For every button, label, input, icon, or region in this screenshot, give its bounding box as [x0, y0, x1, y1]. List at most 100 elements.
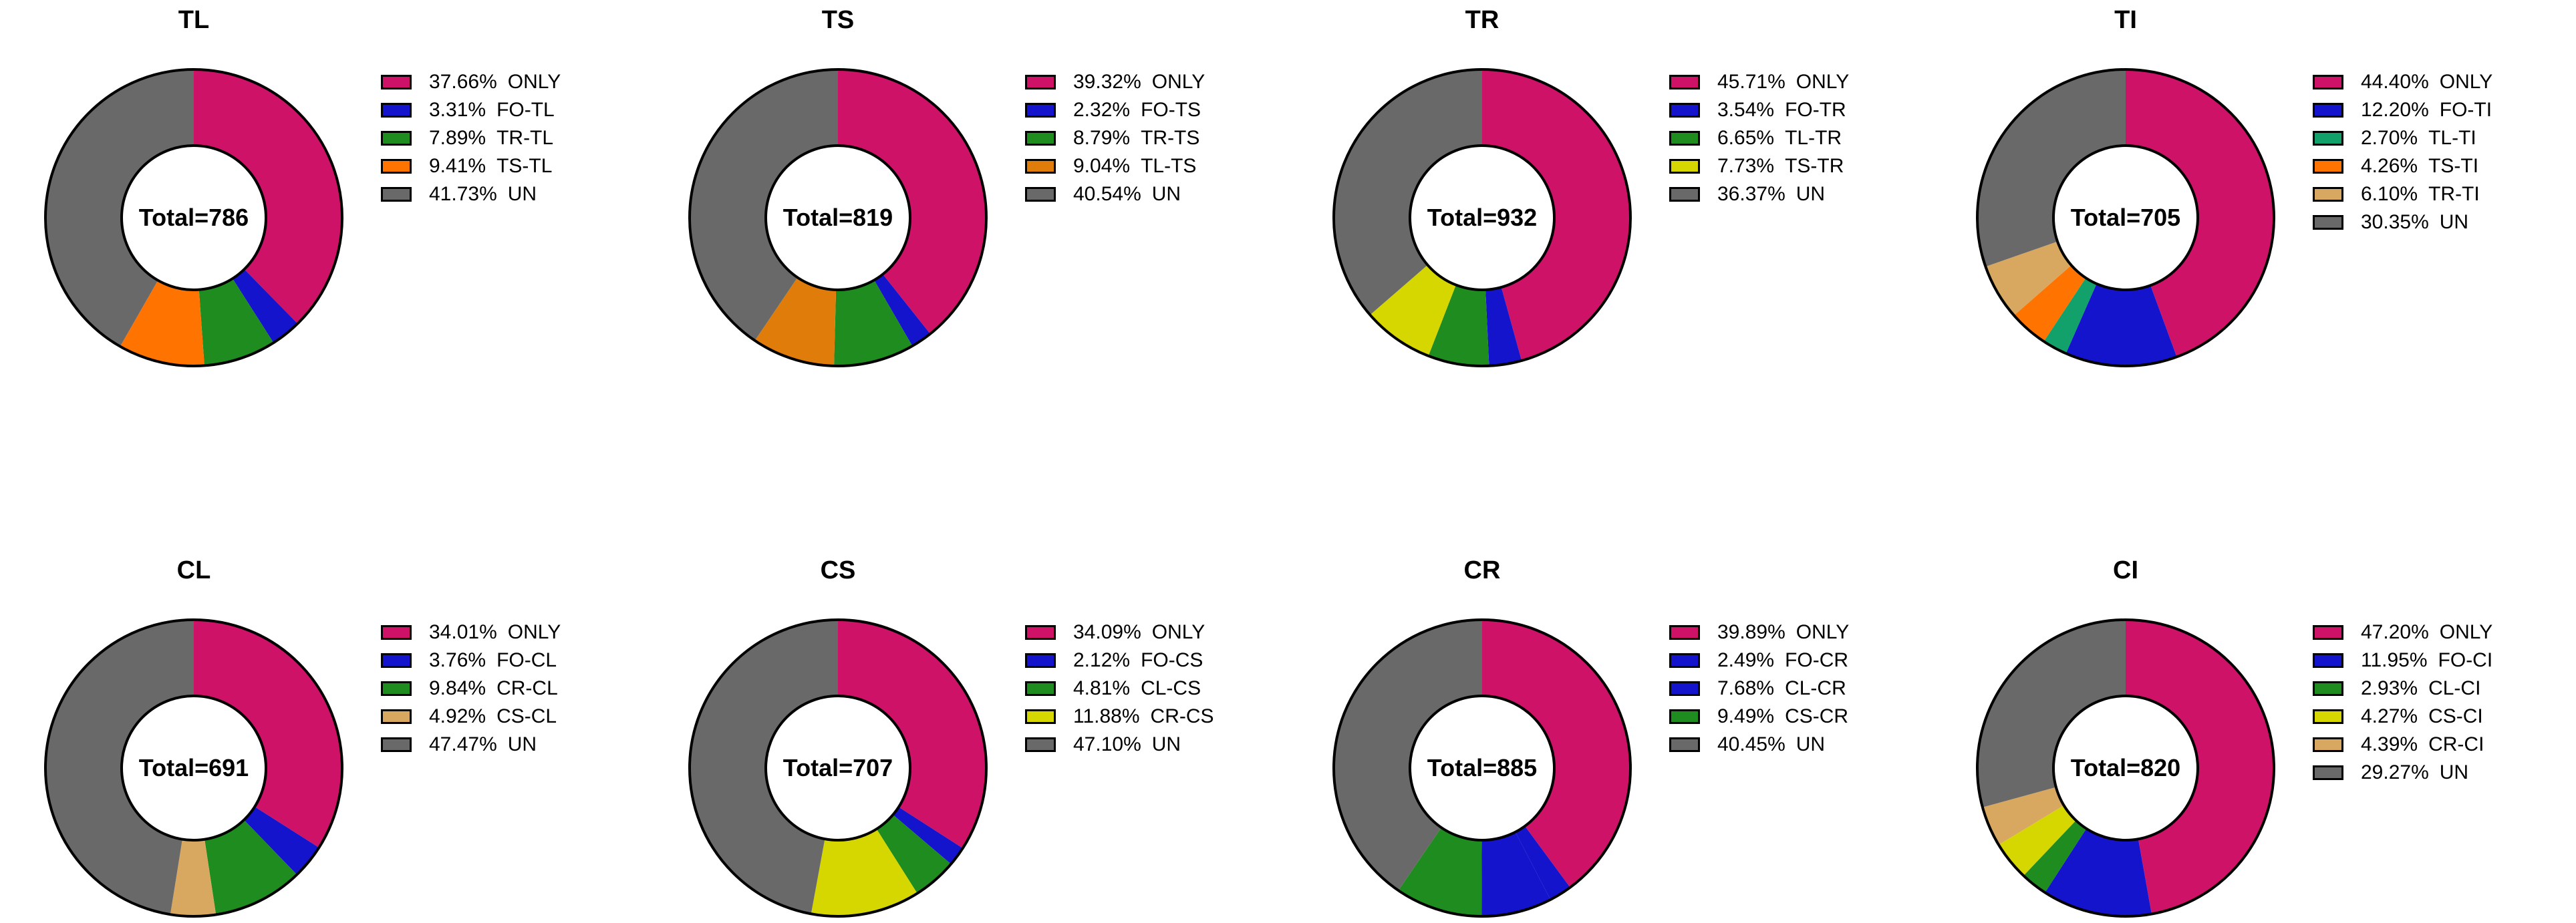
legend-item: 30.35% UN	[2313, 208, 2492, 236]
legend-item: 3.54% FO-TR	[1669, 96, 1849, 124]
legend-entry-text: 3.76% FO-CL	[429, 649, 557, 672]
legend-label: CR-CL	[496, 677, 558, 699]
pie-slice-CR-CI	[1982, 787, 2064, 845]
legend-entry-text: 2.49% FO-CR	[1717, 649, 1848, 672]
legend-percent: 47.10%	[1073, 733, 1141, 755]
pie-slice-CS-CL	[170, 839, 217, 916]
legend-swatch-FO-CI	[2313, 653, 2343, 668]
pie-slice-UN	[1333, 620, 1482, 891]
legend-item: 41.73% UN	[381, 180, 561, 208]
chart-title: TL	[178, 6, 210, 34]
legend-swatch-FO-TI	[2313, 103, 2343, 118]
donut-chart	[688, 618, 988, 918]
pie-chart-cell-TI: TI Total=705 44.40% ONLY 12.20% FO-TI 2.70% TL-…	[1932, 4, 2576, 373]
legend-entry-text: 12.20% FO-TI	[2361, 99, 2492, 122]
donut-outer-ring	[1976, 68, 2275, 367]
legend-swatch-ONLY	[1025, 625, 1056, 640]
legend-swatch-CR-CS	[1025, 709, 1056, 724]
pie-slice-CL-CS	[876, 814, 952, 894]
legend-entry-text: 4.81% CL-CS	[1073, 677, 1201, 700]
legend-label: ONLY	[1151, 621, 1205, 643]
pie-slice-ONLY	[1482, 620, 1631, 888]
legend-label: UN	[1151, 733, 1181, 755]
legend-item: 2.12% FO-CS	[1025, 647, 1214, 675]
legend-label: TR-TS	[1141, 127, 1200, 149]
pie-slice-FO-TL	[233, 269, 298, 343]
legend-label: TR-TI	[2428, 183, 2480, 205]
legend-percent: 9.04%	[1073, 155, 1131, 177]
donut-outer-ring	[1332, 618, 1632, 918]
pie-chart-cell-CL: CL Total=691 34.01% ONLY 3.76% FO-CL 9.84% CR-C…	[0, 554, 644, 923]
legend-entry-text: 11.95% FO-CI	[2361, 649, 2492, 672]
pie-slice-FO-CI	[2045, 828, 2152, 916]
pie-chart-cell-TS: TS Total=819 39.32% ONLY 2.32% FO-TS 8.79% TR-T…	[644, 4, 1288, 373]
legend-entry-text: 36.37% UN	[1717, 183, 1825, 206]
legend-item: 34.01% ONLY	[381, 618, 561, 647]
legend-entry-text: 34.09% ONLY	[1073, 621, 1205, 644]
legend-label: CL-CS	[1141, 677, 1201, 699]
legend-label: TS-TL	[496, 155, 553, 177]
legend-label: FO-TI	[2439, 99, 2492, 121]
legend-entry-text: 47.47% UN	[429, 733, 537, 756]
legend-percent: 34.01%	[429, 621, 497, 643]
legend-entry-text: 3.31% FO-TL	[429, 99, 555, 122]
donut-outer-ring	[688, 68, 988, 367]
legend-swatch-ONLY	[381, 75, 412, 89]
legend-percent: 12.20%	[2361, 99, 2429, 121]
pie-slice-ONLY	[838, 620, 987, 849]
legend-entry-text: 9.41% TS-TL	[429, 155, 552, 178]
legend-label: CR-CS	[1150, 705, 1214, 727]
legend-percent: 4.81%	[1073, 677, 1131, 699]
legend-percent: 40.54%	[1073, 183, 1141, 205]
legend-percent: 47.47%	[429, 733, 497, 755]
legend-item: 6.65% TL-TR	[1669, 124, 1849, 152]
pie-slice-FO-CS	[893, 807, 963, 864]
legend-swatch-TS-TI	[2313, 159, 2343, 174]
pie-slice-CS-CI	[1999, 805, 2076, 876]
legend-label: CS-CR	[1785, 705, 1849, 727]
legend-swatch-FO-TL	[381, 103, 412, 118]
legend-label: ONLY	[2439, 621, 2493, 643]
legend-entry-text: 40.45% UN	[1717, 733, 1825, 756]
legend-label: ONLY	[507, 71, 561, 93]
pie-slice-CL-CI	[2023, 820, 2087, 893]
legend-percent: 2.32%	[1073, 99, 1131, 121]
chart-title: CR	[1463, 556, 1501, 584]
legend-swatch-ONLY	[1669, 75, 1700, 89]
legend-label: UN	[1151, 183, 1181, 205]
legend-item: 2.49% FO-CR	[1669, 647, 1849, 675]
donut-outer-ring	[44, 68, 343, 367]
chart-title: CI	[2113, 556, 2138, 584]
legend-entry-text: 2.93% CL-CI	[2361, 677, 2480, 700]
legend-entry-text: 6.65% TL-TR	[1717, 127, 1842, 150]
legend-swatch-CS-CL	[381, 709, 412, 724]
legend-label: ONLY	[1796, 621, 1850, 643]
donut-chart	[1976, 618, 2275, 918]
legend-percent: 4.27%	[2361, 705, 2418, 727]
legend-label: UN	[1796, 183, 1826, 205]
legend-item: 39.89% ONLY	[1669, 618, 1849, 647]
legend-item: 6.10% TR-TI	[2313, 180, 2492, 208]
legend-swatch-FO-CS	[1025, 653, 1056, 668]
legend-swatch-TR-TI	[2313, 187, 2343, 202]
donut-inner-ring	[120, 144, 267, 291]
legend-label: TL-TS	[1141, 155, 1197, 177]
legend-item: 44.40% ONLY	[2313, 68, 2492, 96]
chart-legend: 37.66% ONLY 3.31% FO-TL 7.89% TR-TL 9.41% TS-TL…	[381, 68, 561, 208]
donut-inner-ring	[764, 695, 911, 842]
legend-percent: 4.26%	[2361, 155, 2418, 177]
donut-inner-ring	[1409, 695, 1556, 842]
legend-label: UN	[507, 183, 537, 205]
legend-entry-text: 4.39% CR-CI	[2361, 733, 2484, 756]
donut-inner-ring	[1409, 144, 1556, 291]
pie-chart-cell-TL: TL Total=786 37.66% ONLY 3.31% FO-TL 7.89% TR-T…	[0, 4, 644, 373]
chart-legend: 39.32% ONLY 2.32% FO-TS 8.79% TR-TS 9.04% TL-TS…	[1025, 68, 1205, 208]
legend-swatch-UN	[381, 187, 412, 202]
legend-entry-text: 37.66% ONLY	[429, 71, 561, 94]
legend-percent: 2.70%	[2361, 127, 2418, 149]
pie-slice-FO-TS	[874, 274, 931, 347]
legend-swatch-CS-CI	[2313, 709, 2343, 724]
donut-chart	[1332, 68, 1632, 367]
legend-swatch-CL-CS	[1025, 681, 1056, 696]
legend-swatch-ONLY	[2313, 625, 2343, 640]
